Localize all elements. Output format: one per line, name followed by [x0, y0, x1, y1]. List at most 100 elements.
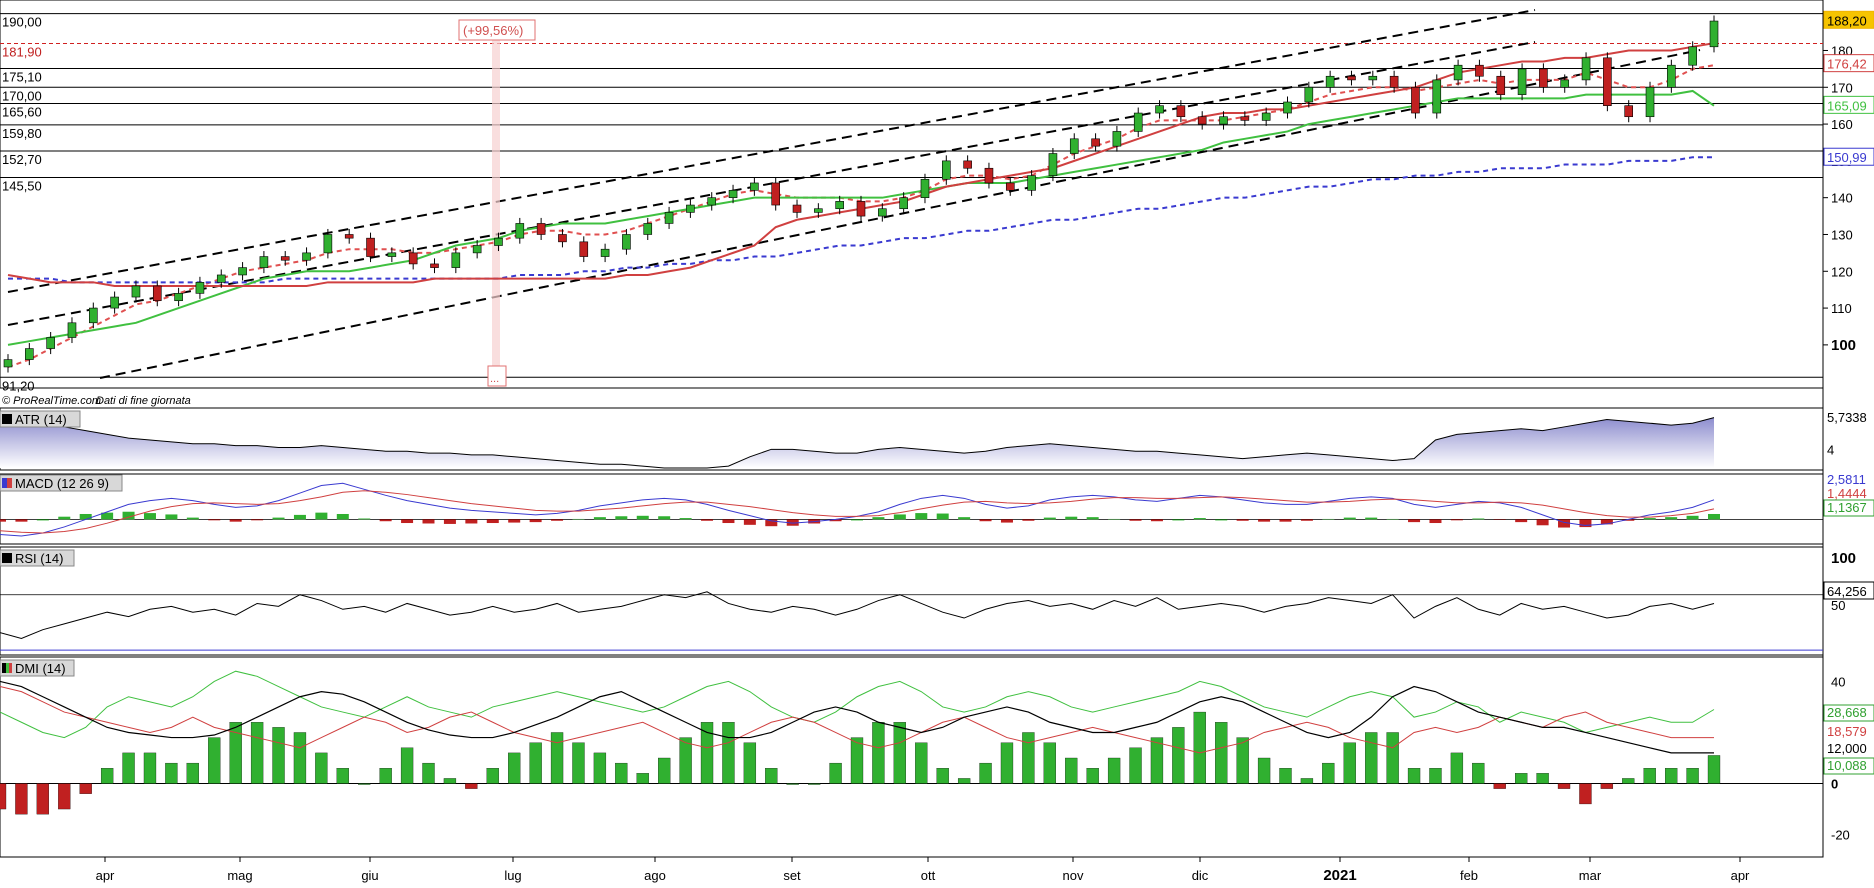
- candle-body: [1049, 154, 1057, 176]
- macd-histogram-bar: [15, 519, 27, 521]
- atr-area: [0, 416, 1714, 468]
- x-tick-label: ott: [921, 868, 936, 883]
- macd-histogram-bar: [915, 513, 927, 519]
- macd-histogram-bar: [851, 519, 863, 520]
- price-level-label: 165,60: [2, 104, 42, 119]
- price-tick-label: 160: [1831, 117, 1853, 132]
- dmi-histogram-bar: [1151, 738, 1163, 784]
- macd-histogram-bar: [58, 517, 70, 520]
- dmi-histogram-bar: [1665, 768, 1677, 783]
- macd-histogram-bar: [1087, 517, 1099, 519]
- macd-histogram-bar: [1280, 519, 1292, 521]
- x-tick-label: apr: [96, 868, 115, 883]
- candle-body: [1433, 80, 1441, 113]
- annotation-band: [492, 40, 500, 366]
- macd-histogram-bar: [1065, 517, 1077, 520]
- candle-body: [111, 297, 119, 308]
- atr-title-tag[interactable]: ATR (14): [0, 411, 80, 427]
- dmi-histogram-bar: [1087, 768, 1099, 783]
- macd-histogram-bar: [872, 517, 884, 519]
- candle-body: [1667, 65, 1675, 87]
- dmi-histogram-bar: [1472, 763, 1484, 783]
- candle-body: [1582, 58, 1590, 80]
- candle-body: [239, 268, 247, 275]
- macd-histogram-bar: [1579, 519, 1591, 527]
- candle-body: [175, 293, 183, 300]
- candle-body: [1646, 87, 1654, 116]
- annotation-label: (+99,56%): [463, 23, 523, 38]
- macd-histogram-bar: [1215, 519, 1227, 520]
- dmi-histogram-bar: [380, 768, 392, 783]
- macd-histogram-bar: [337, 514, 349, 519]
- atr-value-label: 4: [1827, 442, 1834, 457]
- dmi-histogram-bar: [358, 784, 370, 785]
- candle-body: [388, 253, 396, 257]
- candle-body: [1284, 102, 1292, 113]
- panel-frame-2: [0, 474, 1823, 544]
- macd-histogram-bar: [1429, 519, 1441, 523]
- candle-body: [1092, 139, 1100, 146]
- candle-body: [921, 179, 929, 197]
- dmi-histogram-bar: [423, 763, 435, 783]
- macd-histogram-bar: [594, 517, 606, 519]
- macd-signal-line: [0, 491, 1714, 533]
- dmi-histogram-bar: [1622, 778, 1634, 783]
- candle-body: [1177, 106, 1185, 117]
- candle-body: [878, 209, 886, 216]
- dmi-histogram-bar: [1451, 753, 1463, 784]
- rsi-title-tag[interactable]: RSI (14): [0, 550, 74, 566]
- dmi-histogram-bar: [1301, 778, 1313, 783]
- dmi-value-label: 10,088: [1827, 758, 1867, 773]
- macd-histogram-bar: [1044, 518, 1056, 520]
- dmi-histogram-bar: [58, 784, 70, 810]
- macd-histogram-bar: [0, 519, 6, 521]
- dmi-histogram-bar: [15, 784, 27, 815]
- macd-histogram-bar: [615, 516, 627, 519]
- macd-histogram-bar: [1151, 519, 1163, 521]
- candle-body: [260, 257, 268, 268]
- x-tick-label: set: [783, 868, 801, 883]
- price-level-label: 159,80: [2, 126, 42, 141]
- candle-body: [1241, 117, 1249, 121]
- candle-body: [1220, 117, 1228, 124]
- macd-value-label: 1,1367: [1827, 500, 1867, 515]
- x-tick-label: nov: [1063, 868, 1084, 883]
- macd-histogram-bar: [551, 519, 563, 520]
- macd-histogram-bar: [1344, 518, 1356, 520]
- price-value-label: 176,42: [1827, 57, 1867, 72]
- x-tick-label: mag: [227, 868, 252, 883]
- macd-histogram-bar: [165, 514, 177, 519]
- dmi-title-tag[interactable]: DMI (14): [0, 660, 74, 676]
- macd-title-tag[interactable]: MACD (12 26 9): [0, 475, 122, 491]
- candle-body: [217, 275, 225, 282]
- candle-body: [1561, 80, 1569, 87]
- dmi-histogram-bar: [744, 743, 756, 784]
- macd-histogram-bar: [1022, 519, 1034, 520]
- candle-body: [1134, 113, 1142, 131]
- candle-body: [1156, 106, 1164, 113]
- candle-body: [345, 234, 353, 238]
- candle-body: [665, 212, 673, 223]
- candle-body: [1390, 76, 1398, 87]
- price-tick-label: 130: [1831, 227, 1853, 242]
- macd-histogram-bar: [680, 518, 692, 519]
- dmi-histogram-bar: [1344, 743, 1356, 784]
- candle-body: [772, 183, 780, 205]
- dmi-histogram-bar: [980, 763, 992, 783]
- dmi-histogram-bar: [1194, 712, 1206, 783]
- dmi-histogram-bar: [251, 722, 263, 783]
- dmi-histogram-bar: [1579, 784, 1591, 804]
- dmi-tick-label: 0: [1831, 777, 1838, 792]
- macd-histogram-bar: [315, 513, 327, 520]
- x-tick-label: feb: [1460, 868, 1478, 883]
- macd-histogram-bar: [423, 519, 435, 523]
- dmi-histogram-bar: [1108, 758, 1120, 784]
- atr-value-label: 5,7338: [1827, 410, 1867, 425]
- macd-histogram-bar: [273, 518, 285, 520]
- macd-histogram-bar: [1301, 519, 1313, 520]
- x-tick-label: lug: [504, 868, 521, 883]
- candle-body: [942, 161, 950, 179]
- macd-histogram-bar: [1408, 519, 1420, 522]
- macd-histogram-bar: [294, 515, 306, 520]
